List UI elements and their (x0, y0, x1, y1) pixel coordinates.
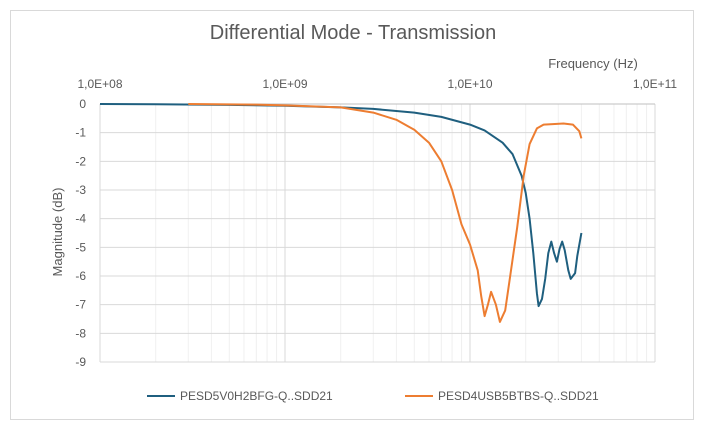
x-tick-label: 1,0E+09 (262, 77, 307, 91)
y-tick-label: -8 (75, 326, 86, 340)
x-tick-labels: 1,0E+08 1,0E+09 1,0E+10 1,0E+11 (77, 77, 677, 91)
y-tick-label: 0 (79, 97, 86, 111)
series-line-1 (99, 103, 583, 308)
y-tick-label: -5 (75, 240, 86, 254)
x-tick-label: 1,0E+11 (633, 77, 677, 91)
y-tick-label: -1 (75, 126, 86, 140)
series-lines (99, 103, 583, 323)
legend: PESD5V0H2BFG-Q..SDD21 PESD4USB5BTBS-Q..SD… (147, 389, 599, 403)
x-tick-label: 1,0E+10 (447, 77, 492, 91)
y-axis-title: Magnitude (dB) (50, 188, 65, 277)
chart-frame (10, 10, 694, 420)
y-tick-label: -2 (75, 154, 86, 168)
legend-label-2: PESD4USB5BTBS-Q..SDD21 (438, 389, 599, 403)
series-line-2 (188, 103, 583, 323)
grid-lines (99, 103, 656, 363)
y-tick-label: -7 (75, 298, 86, 312)
chart-title: Differential Mode - Transmission (210, 22, 496, 44)
y-tick-labels: 0 -1 -2 -3 -4 -5 -6 -7 -8 -9 (75, 97, 86, 369)
y-tick-label: -6 (75, 269, 86, 283)
x-axis-title: Frequency (Hz) (548, 56, 638, 71)
legend-label-1: PESD5V0H2BFG-Q..SDD21 (180, 389, 333, 403)
y-tick-label: -9 (75, 355, 86, 369)
x-tick-label: 1,0E+08 (77, 77, 122, 91)
y-tick-label: -4 (75, 212, 86, 226)
y-tick-label: -3 (75, 183, 86, 197)
